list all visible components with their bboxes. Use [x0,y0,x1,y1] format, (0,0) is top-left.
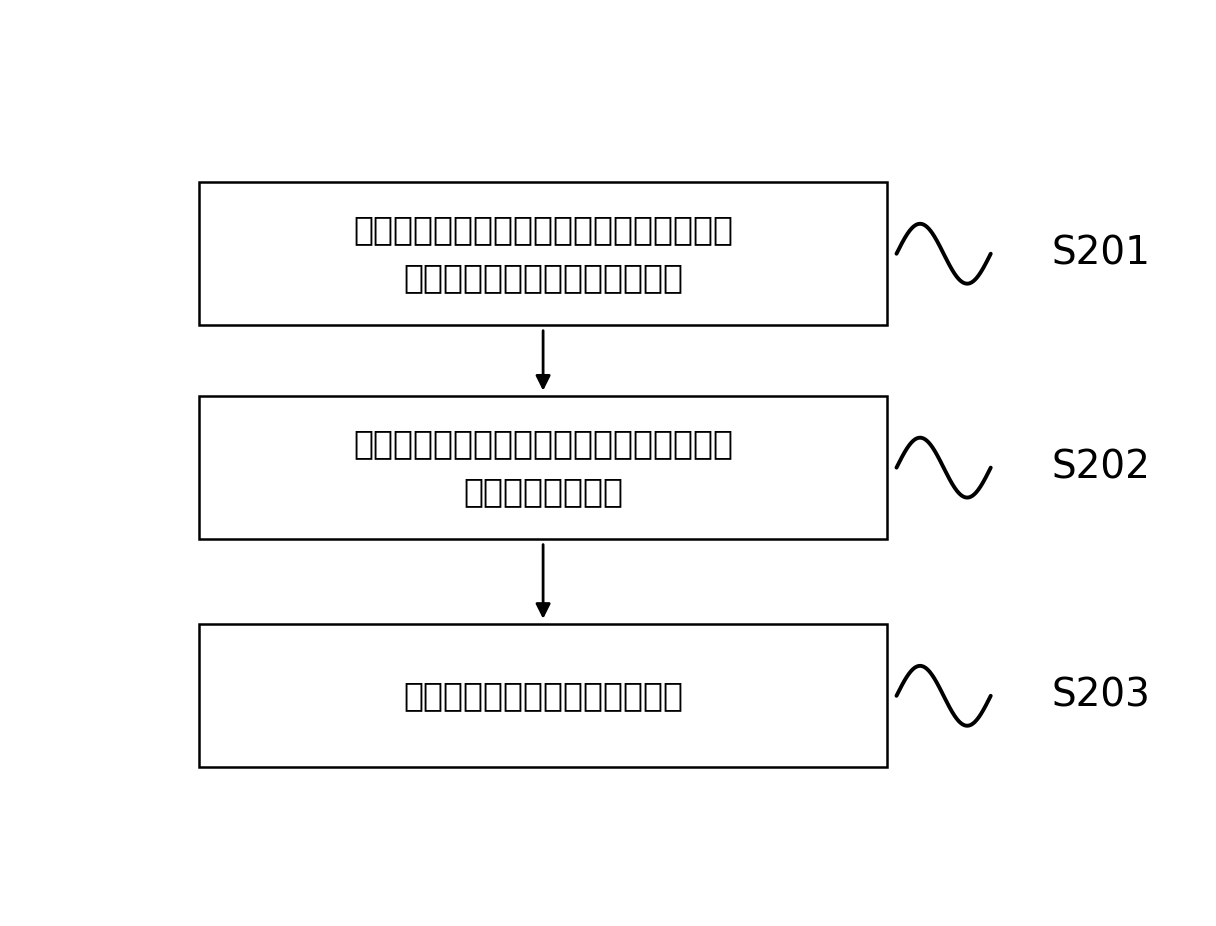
Bar [199,624,886,767]
Text: 若行人饱和度大于机动车饱和度，则根据行
人交通流进行配时: 若行人饱和度大于机动车饱和度，则根据行 人交通流进行配时 [353,427,733,508]
Text: S203: S203 [1052,677,1150,715]
Text: S202: S202 [1052,448,1150,487]
Bar [199,396,886,539]
Bar [199,182,886,325]
Text: 确定各相位之间的绿灯时间间隔: 确定各相位之间的绿灯时间间隔 [402,680,683,712]
Text: 计算行人饱和度和机动车饱和度，并比较行
人饱和度和机动车饱和度的大小: 计算行人饱和度和机动车饱和度，并比较行 人饱和度和机动车饱和度的大小 [353,213,733,294]
Text: S201: S201 [1052,234,1152,273]
